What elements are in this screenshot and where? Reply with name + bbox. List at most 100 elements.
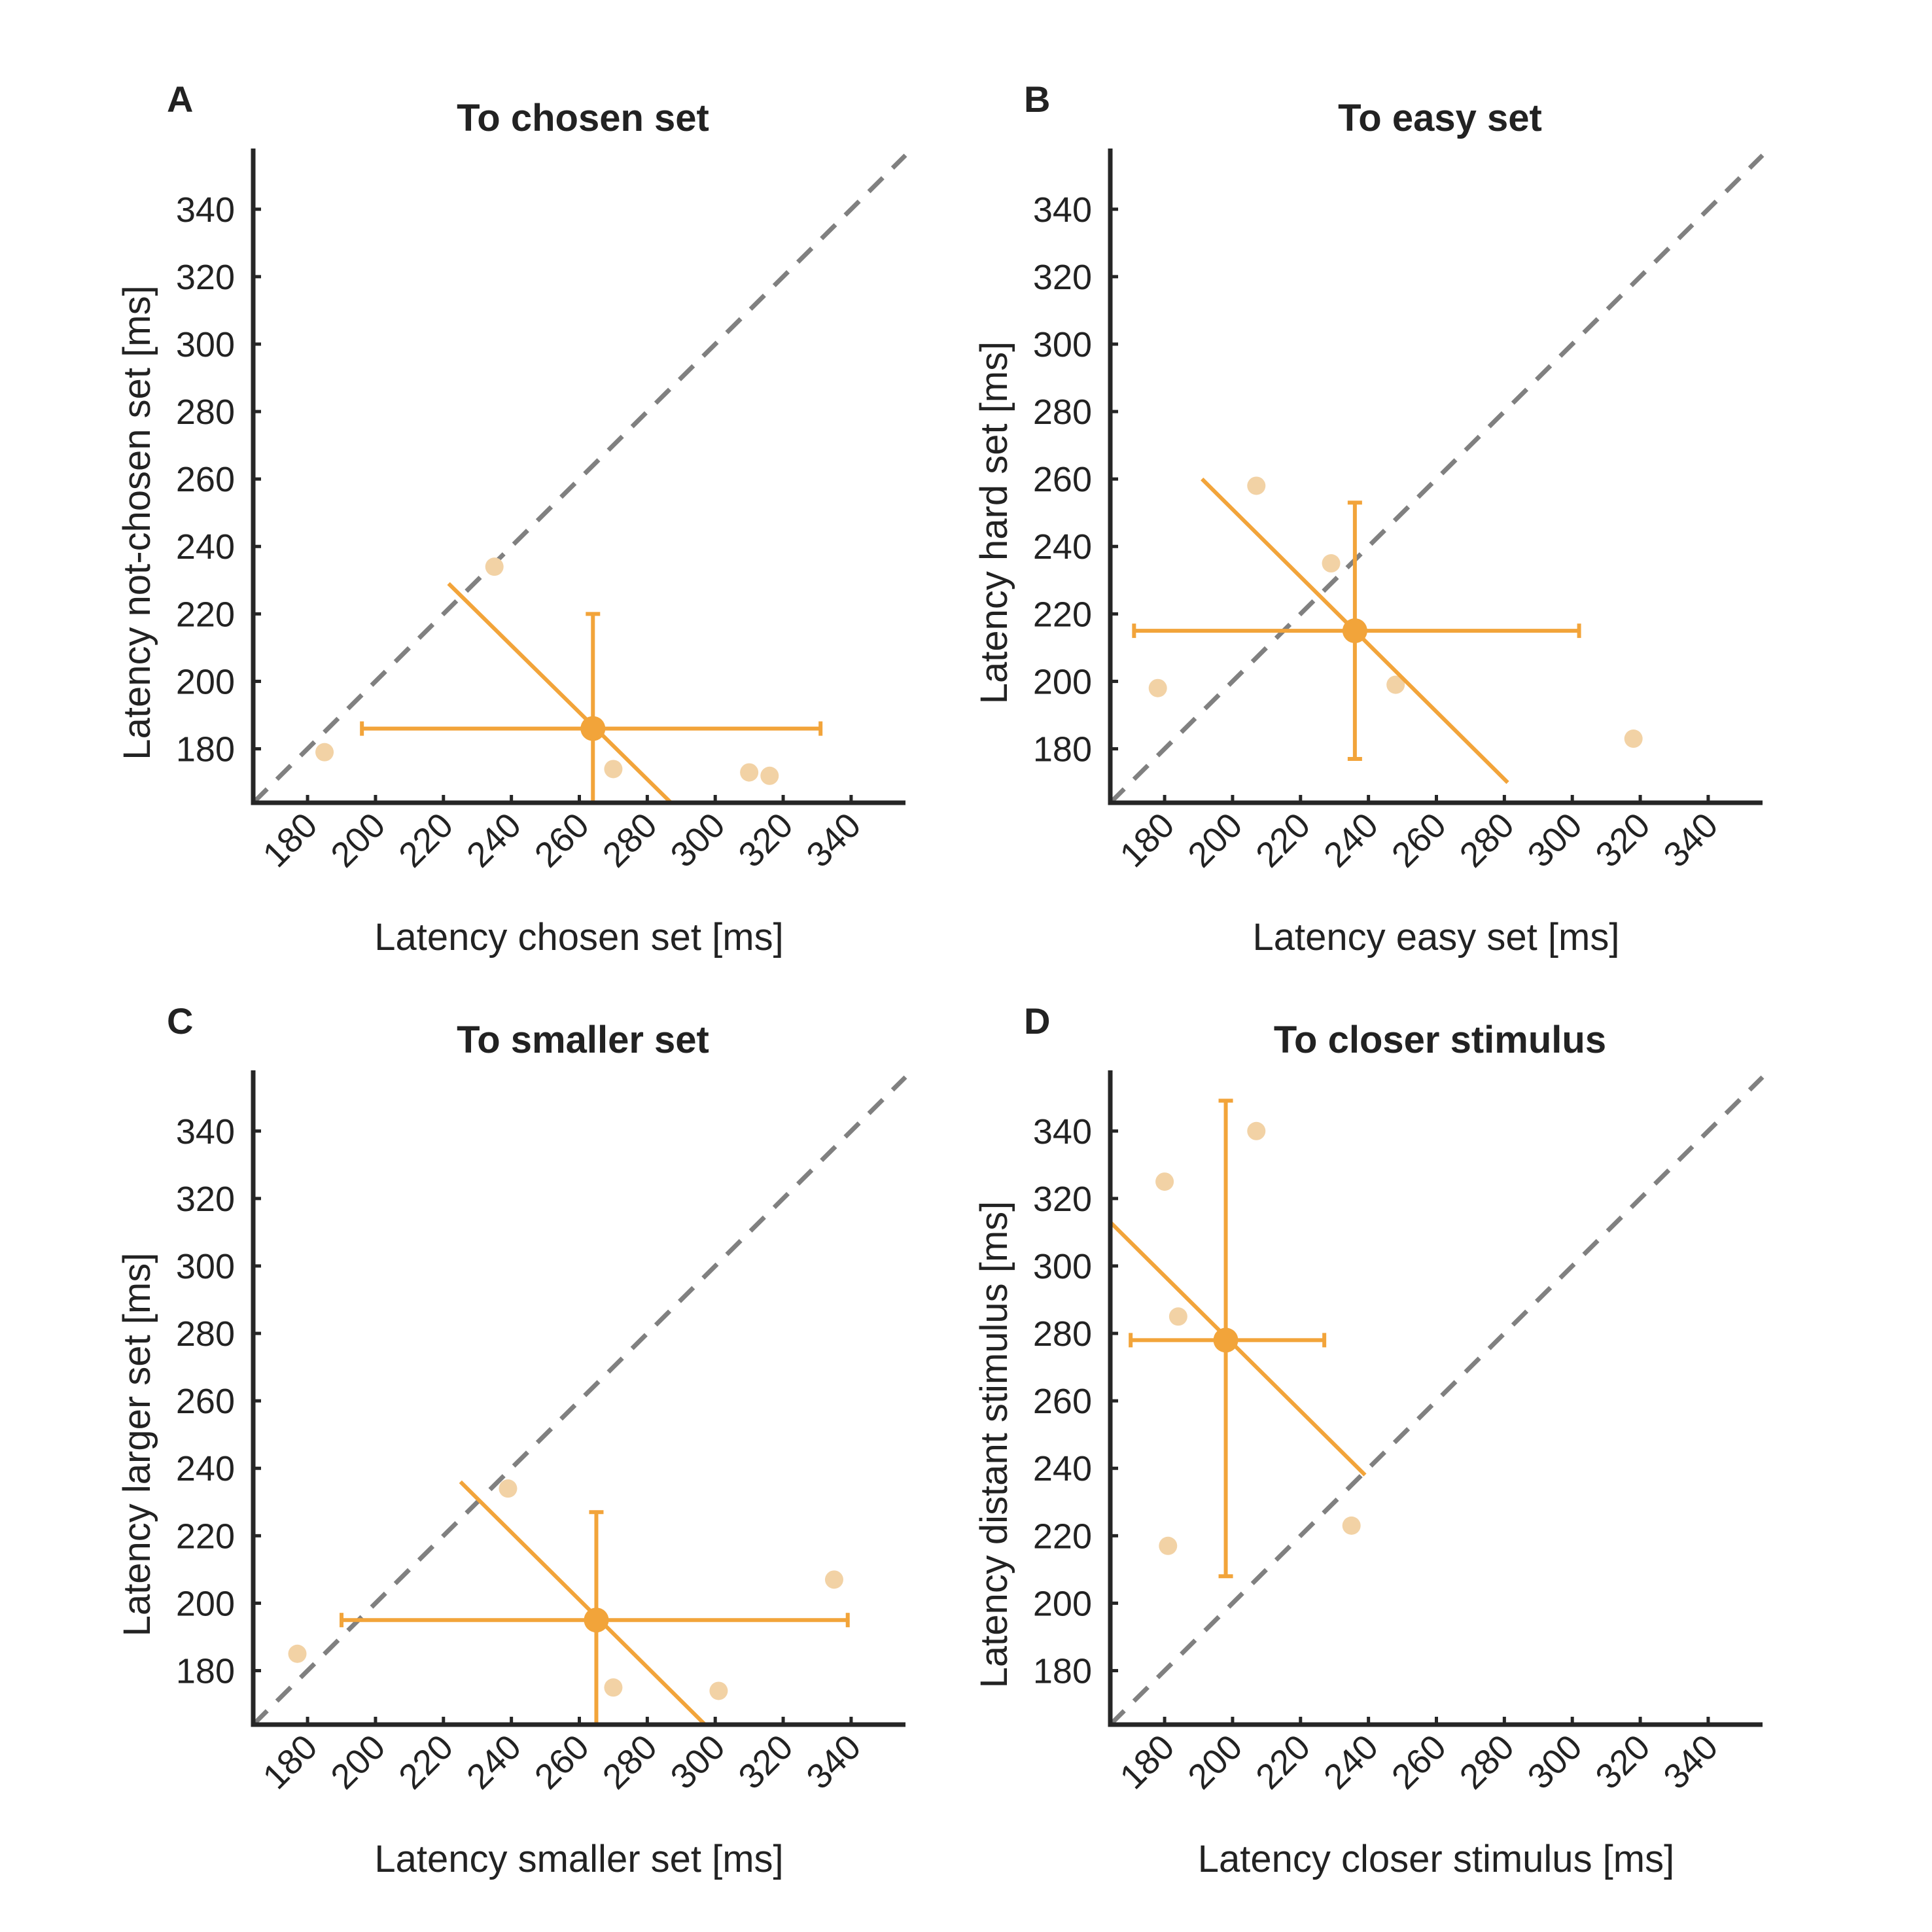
data-point-2 (485, 557, 504, 576)
data-point-1 (315, 743, 334, 762)
plot-area (253, 1075, 907, 1725)
y-tick-label-220: 220 (176, 595, 235, 634)
data-point-4 (709, 1681, 728, 1700)
y-tick-label-200: 200 (1033, 662, 1092, 701)
panel-letter: C (167, 1000, 193, 1042)
plot-area (1110, 1075, 1765, 1725)
y-tick-label-280: 280 (1033, 393, 1092, 432)
axes (1108, 149, 1763, 805)
y-axis-label: Latency not-chosen set [ms] (116, 285, 158, 760)
data-point-3 (604, 1678, 623, 1697)
data-point-5 (760, 766, 779, 785)
x-tick-label-260: 260 (527, 1727, 597, 1797)
panel-b: B To easy set1802002202402602803003203401… (973, 79, 1765, 958)
panel-a: A To chosen set18020022024026028030032034… (116, 79, 907, 958)
x-tick-label-180: 180 (1112, 805, 1182, 875)
data-point-3 (1322, 554, 1341, 573)
x-axis-label: Latency easy set [ms] (1253, 916, 1620, 958)
y-axis-label: Latency hard set [ms] (973, 342, 1015, 704)
x-tick-label-300: 300 (663, 805, 733, 875)
x-tick-label-340: 340 (799, 1727, 868, 1797)
x-tick-label-300: 300 (1520, 805, 1590, 875)
data-point-2 (499, 1479, 518, 1498)
data-point-5 (1342, 1516, 1361, 1535)
data-point-4 (1386, 675, 1405, 694)
panel-letter: D (1024, 1000, 1050, 1042)
x-axis-label: Latency chosen set [ms] (374, 916, 783, 958)
y-tick-label-240: 240 (176, 1449, 235, 1488)
y-tick-label-200: 200 (176, 662, 235, 701)
x-tick-label-180: 180 (255, 805, 325, 875)
y-tick-label-280: 280 (176, 1314, 235, 1354)
x-tick-label-280: 280 (1452, 805, 1522, 875)
x-tick-label-240: 240 (1316, 805, 1386, 875)
chart-title: To closer stimulus (1274, 1019, 1606, 1061)
panel-letter: B (1024, 79, 1050, 120)
y-tick-label-220: 220 (1033, 595, 1092, 634)
y-tick-label-240: 240 (176, 527, 235, 567)
x-tick-label-260: 260 (527, 805, 597, 875)
y-tick-label-340: 340 (1033, 190, 1092, 230)
mean-point (580, 716, 606, 741)
y-tick-label-180: 180 (176, 730, 235, 769)
x-tick-label-240: 240 (1316, 1727, 1386, 1797)
plot-area (1110, 153, 1765, 803)
y-axis-label: Latency larger set [ms] (116, 1253, 158, 1637)
identity-line (253, 1075, 907, 1725)
x-tick-label-260: 260 (1384, 805, 1454, 875)
x-tick-label-320: 320 (731, 805, 800, 875)
chart-title: To smaller set (457, 1019, 709, 1061)
data-point-1 (1148, 678, 1167, 697)
data-point-5 (1624, 729, 1643, 748)
x-tick-label-340: 340 (1656, 805, 1725, 875)
identity-line (253, 153, 907, 803)
y-tick-label-260: 260 (1033, 1382, 1092, 1421)
x-tick-label-220: 220 (1248, 1727, 1318, 1797)
x-tick-label-280: 280 (595, 805, 665, 875)
y-tick-label-320: 320 (1033, 1180, 1092, 1219)
x-tick-label-300: 300 (1520, 1727, 1590, 1797)
y-tick-label-260: 260 (176, 460, 235, 499)
y-tick-label-200: 200 (1033, 1584, 1092, 1623)
data-point-5 (824, 1570, 843, 1589)
x-tick-label-220: 220 (391, 1727, 461, 1797)
x-axis-label: Latency closer stimulus [ms] (1198, 1838, 1674, 1880)
y-tick-label-300: 300 (1033, 1247, 1092, 1286)
y-tick-label-340: 340 (176, 1112, 235, 1151)
y-tick-label-320: 320 (176, 1180, 235, 1219)
x-tick-label-320: 320 (731, 1727, 800, 1797)
y-tick-label-200: 200 (176, 1584, 235, 1623)
data-point-1 (1155, 1172, 1174, 1191)
panel-c: C To smaller set1802002202402602803003203… (116, 1000, 907, 1880)
x-tick-label-240: 240 (459, 805, 529, 875)
identity-line (1110, 153, 1765, 803)
axes (251, 149, 905, 805)
chart-title: To easy set (1338, 97, 1542, 139)
x-tick-label-220: 220 (1248, 805, 1318, 875)
y-tick-label-280: 280 (1033, 1314, 1092, 1354)
x-tick-label-260: 260 (1384, 1727, 1454, 1797)
x-tick-label-180: 180 (255, 1727, 325, 1797)
y-tick-label-320: 320 (1033, 258, 1092, 297)
identity-line (1110, 1075, 1765, 1725)
data-point-2 (1168, 1307, 1187, 1326)
x-tick-label-200: 200 (1180, 805, 1250, 875)
data-point-2 (1247, 476, 1266, 495)
axes (251, 1070, 905, 1727)
y-tick-label-300: 300 (176, 325, 235, 364)
y-tick-label-340: 340 (176, 190, 235, 230)
data-point-3 (604, 760, 623, 779)
x-tick-label-300: 300 (663, 1727, 733, 1797)
x-axis-label: Latency smaller set [ms] (374, 1838, 783, 1880)
y-tick-label-180: 180 (176, 1652, 235, 1691)
y-tick-label-240: 240 (1033, 1449, 1092, 1488)
panels: A To chosen set18020022024026028030032034… (116, 79, 1765, 1880)
x-tick-label-180: 180 (1112, 1727, 1182, 1797)
data-point-3 (1159, 1536, 1178, 1555)
y-tick-label-260: 260 (1033, 460, 1092, 499)
y-tick-label-240: 240 (1033, 527, 1092, 567)
y-tick-label-300: 300 (176, 1247, 235, 1286)
y-axis-label: Latency distant stimulus [ms] (973, 1201, 1015, 1689)
mean-point (1213, 1327, 1238, 1353)
y-tick-label-220: 220 (176, 1517, 235, 1556)
